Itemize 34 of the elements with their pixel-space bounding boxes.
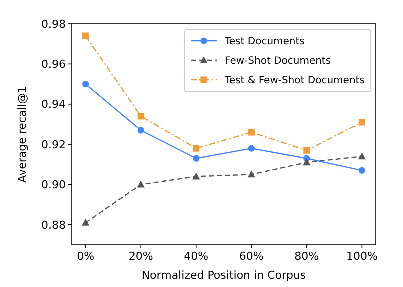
point	[248, 145, 255, 152]
point	[304, 147, 310, 154]
y-tick-label: 0.92	[42, 138, 66, 152]
x-axis-title: Normalized Position in Corpus	[142, 269, 306, 282]
point	[137, 180, 145, 188]
y-tick-label: 0.96	[42, 58, 66, 72]
legend-label: Few-Shot Documents	[225, 56, 332, 67]
point	[358, 167, 366, 174]
x-tick-label: 80%	[294, 250, 320, 263]
point	[82, 80, 90, 88]
y-axis-title: Average recall@1	[16, 86, 29, 183]
point	[358, 152, 366, 160]
y-tick-label: 0.94	[42, 98, 66, 112]
x-tick-label: 40%	[184, 250, 209, 263]
x-tick-label: 20%	[128, 250, 154, 263]
point	[192, 172, 200, 180]
point	[138, 127, 144, 134]
x-tick-label: 100%	[346, 250, 378, 263]
point	[138, 113, 144, 120]
point	[82, 32, 90, 40]
legend-label: Test & Few-Shot Documents	[224, 76, 365, 86]
x-tick-label: 60%	[239, 250, 264, 263]
point	[248, 170, 256, 178]
x-tick-label: 0%	[77, 250, 95, 263]
point	[193, 145, 200, 152]
y-tick-label: 0.98	[42, 18, 66, 31]
y-tick-label: 0.90	[42, 178, 66, 192]
point	[193, 155, 200, 162]
point	[303, 158, 311, 166]
point	[248, 129, 255, 136]
point	[82, 218, 90, 226]
legend-label: Test Documents	[224, 36, 305, 48]
y-tick-label: 0.88	[42, 218, 66, 232]
point	[358, 119, 366, 126]
